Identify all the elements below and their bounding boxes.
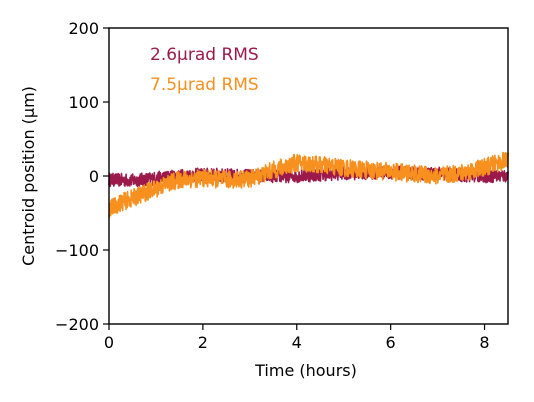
ticks-layer: 0 2 4 6 8 200 100 0 −100 −200: [55, 19, 490, 352]
y-tick-label: 0: [89, 167, 99, 186]
series-layer: [108, 151, 509, 219]
y-tick-label: 200: [68, 19, 99, 38]
x-tick-label: 2: [198, 333, 208, 352]
y-tick-label: −200: [55, 315, 99, 334]
x-tick-label: 8: [479, 333, 489, 352]
legend: 2.6μrad RMS 7.5μrad RMS: [150, 45, 259, 95]
y-tick-label: −100: [55, 241, 99, 260]
y-axis-label: Centroid position (μm): [19, 86, 38, 266]
y-tick-label: 100: [68, 93, 99, 112]
x-tick-label: 6: [386, 333, 396, 352]
x-axis-label: Time (hours): [254, 361, 357, 380]
x-tick-label: 4: [292, 333, 302, 352]
legend-entry-1: 2.6μrad RMS: [150, 45, 259, 65]
series-line-2: [108, 151, 509, 219]
legend-entry-2: 7.5μrad RMS: [150, 75, 259, 95]
x-tick-label: 0: [104, 333, 114, 352]
